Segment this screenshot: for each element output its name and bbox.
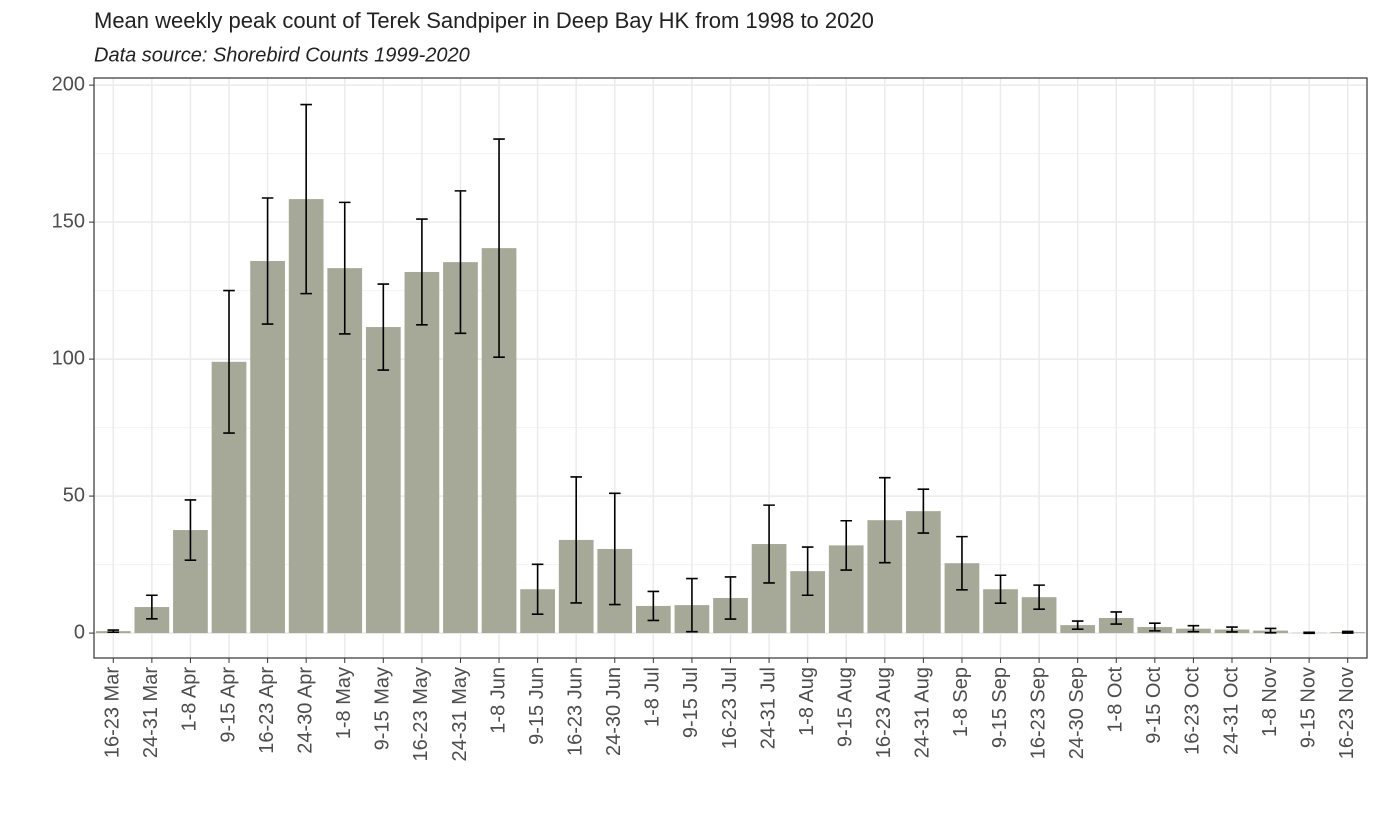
x-tick-label: 24-31 Oct (1220, 667, 1242, 755)
y-tick-label: 150 (52, 210, 85, 232)
x-tick-label: 1-8 Aug (796, 667, 818, 736)
error-bar (1341, 630, 1354, 634)
error-bar (801, 546, 814, 597)
x-tick-label: 9-15 Jun (526, 667, 548, 745)
error-bar (686, 577, 698, 633)
x-tick-label: 16-23 Oct (1182, 667, 1204, 755)
error-bar (107, 629, 120, 634)
x-tick-label: 9-15 Oct (1143, 667, 1165, 744)
error-bar (261, 197, 274, 325)
error-bar (608, 492, 621, 606)
bar (404, 271, 440, 634)
x-tick-label: 1-8 Oct (1105, 667, 1127, 733)
x-tick-label: 1-8 May (333, 667, 355, 739)
x-tick-label: 16-23 Nov (1336, 667, 1358, 759)
x-tick-label: 9-15 Aug (835, 667, 857, 747)
x-tick-label: 16-23 May (410, 667, 432, 762)
error-bar (724, 576, 737, 620)
x-tick-label: 16-23 Apr (256, 667, 278, 754)
x-tick-label: 9-15 Jul (680, 667, 702, 738)
x-tick-label: 1-8 Sep (950, 667, 972, 737)
error-bar (1071, 620, 1084, 631)
x-tick-label: 16-23 Mar (102, 667, 124, 758)
error-bar (570, 476, 582, 604)
bar (1098, 618, 1134, 634)
x-tick-label: 9-15 May (372, 667, 394, 750)
error-bar (1226, 626, 1238, 633)
error-bar (956, 535, 968, 591)
y-tick-label: 0 (74, 621, 85, 643)
y-tick-label: 100 (52, 347, 85, 369)
error-bar (647, 590, 660, 622)
x-tick-label: 16-23 Jun (564, 667, 586, 756)
error-bar (994, 574, 1007, 605)
error-bar (184, 499, 197, 561)
error-bar (416, 218, 428, 326)
x-tick-label: 9-15 Sep (989, 667, 1011, 748)
panel-border (93, 77, 1368, 659)
x-tick-label: 9-15 Nov (1297, 667, 1319, 748)
x-tick-label: 24-31 May (449, 667, 471, 762)
error-bar (1303, 631, 1315, 635)
chart-title: Mean weekly peak count of Terek Sandpipe… (94, 8, 874, 33)
x-tick-label: 24-31 Mar (140, 667, 162, 758)
error-bar (763, 504, 775, 584)
x-tick-label: 16-23 Jul (719, 667, 741, 749)
x-tick-label: 9-15 Apr (217, 667, 239, 743)
x-tick-label: 24-30 Apr (294, 667, 316, 754)
x-tick-label: 24-31 Jul (757, 667, 779, 749)
x-tick-label: 24-30 Jun (603, 667, 625, 756)
error-bar (531, 563, 544, 615)
x-tick-label: 1-8 Jun (487, 667, 509, 734)
x-tick-label: 24-30 Sep (1066, 667, 1088, 759)
bar (365, 327, 401, 634)
x-tick-label: 16-23 Sep (1027, 667, 1049, 759)
error-bar (493, 138, 505, 358)
error-bar (840, 519, 853, 571)
error-bar (1149, 622, 1161, 632)
error-bar (454, 190, 467, 335)
error-bar (146, 594, 158, 620)
error-bar (300, 103, 312, 295)
error-bar (917, 488, 930, 534)
x-tick-label: 16-23 Aug (873, 667, 895, 758)
y-tick-label: 50 (63, 484, 85, 506)
error-bar (879, 476, 891, 564)
y-tick-label: 200 (52, 73, 85, 95)
error-bar (1187, 624, 1200, 633)
error-bar (223, 289, 235, 434)
x-tick-label: 1-8 Jul (642, 667, 664, 727)
error-bar (1264, 627, 1277, 634)
error-bar (377, 283, 390, 371)
error-bar (338, 201, 351, 335)
error-bar (1110, 611, 1123, 625)
x-tick-label: 24-31 Aug (912, 667, 934, 758)
x-tick-label: 1-8 Nov (1259, 667, 1281, 737)
chart-subtitle: Data source: Shorebird Counts 1999-2020 (94, 44, 470, 66)
error-bar (1033, 584, 1045, 611)
x-tick-label: 1-8 Apr (179, 667, 201, 732)
